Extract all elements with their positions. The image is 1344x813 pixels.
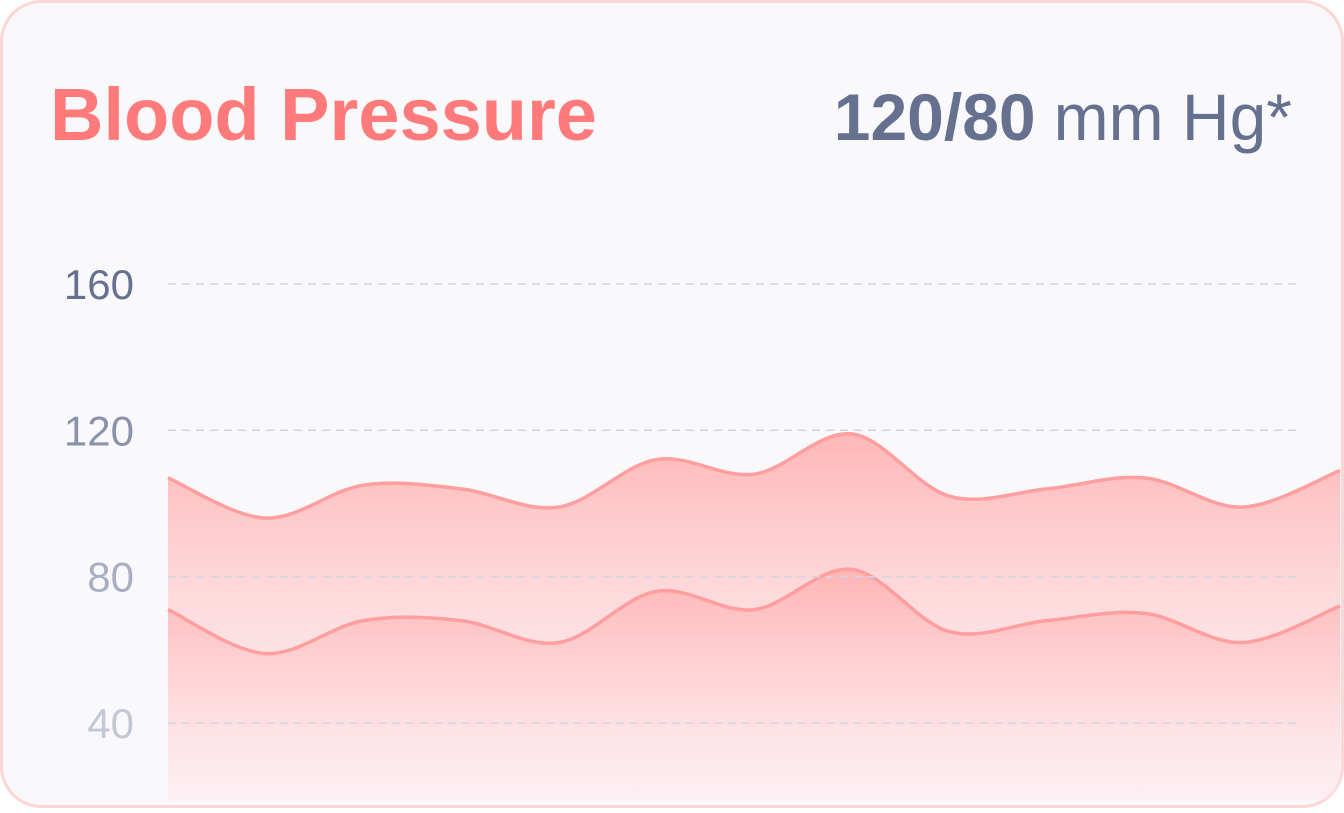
area-line	[167, 432, 1341, 520]
reading-unit: mm Hg*	[1054, 80, 1292, 154]
area-fill	[168, 569, 1340, 800]
plot	[167, 432, 1341, 800]
reading-value: 120/80	[834, 80, 1036, 154]
y-tick-label: 120	[64, 407, 134, 454]
area-line	[167, 567, 1341, 656]
y-tick-label: 80	[87, 554, 134, 601]
y-tick-label: 160	[64, 261, 134, 308]
title: Blood Pressure	[50, 73, 597, 156]
y-tick-label: 40	[87, 700, 134, 747]
reading: 120/80 mm Hg*	[834, 80, 1292, 154]
